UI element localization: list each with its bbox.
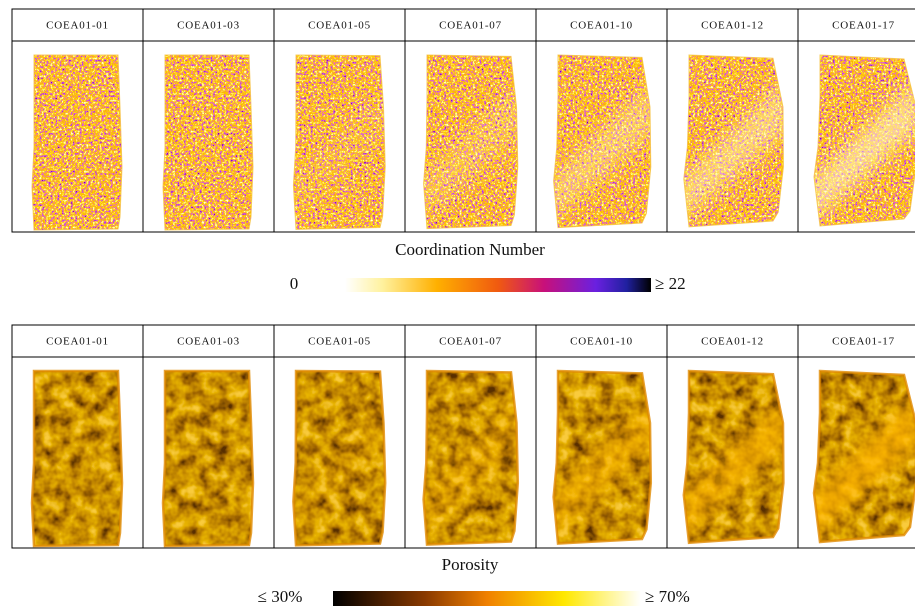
shear-band bbox=[293, 395, 386, 540]
panel-label: COEA01-01 bbox=[46, 336, 109, 348]
header-cell bbox=[404, 8, 537, 42]
colorbar bbox=[345, 278, 651, 292]
specimen-edge bbox=[682, 369, 785, 545]
panel-label: COEA01-07 bbox=[439, 20, 502, 32]
specimen-edge bbox=[292, 369, 387, 547]
specimen-edge bbox=[813, 54, 915, 227]
panel-label: COEA01-12 bbox=[701, 336, 764, 348]
colorbar-max-label: ≥ 70% bbox=[645, 587, 690, 606]
texture bbox=[32, 371, 122, 546]
panel-label: COEA01-01 bbox=[46, 20, 109, 32]
specimen-edge bbox=[683, 54, 784, 228]
colorbar bbox=[333, 591, 641, 606]
texture bbox=[163, 55, 253, 230]
specimen-image bbox=[163, 55, 253, 230]
panel-label: COEA01-10 bbox=[570, 20, 633, 32]
specimen-image bbox=[32, 371, 122, 546]
specimen-image bbox=[163, 371, 253, 546]
specimen-image bbox=[553, 55, 651, 228]
panel-label: COEA01-05 bbox=[308, 336, 371, 348]
specimen-image bbox=[32, 55, 122, 230]
specimen-image bbox=[683, 55, 784, 227]
header-cell bbox=[797, 324, 915, 358]
specimen-edge bbox=[31, 54, 123, 231]
specimen-edge bbox=[422, 369, 520, 546]
specimen-image bbox=[814, 371, 915, 542]
shear-band bbox=[423, 395, 518, 540]
specimen-edge bbox=[162, 54, 254, 231]
texture bbox=[32, 55, 122, 230]
panel-label: COEA01-07 bbox=[439, 336, 502, 348]
header-cell bbox=[404, 324, 537, 358]
colorbar-min-label: ≤ 30% bbox=[258, 587, 303, 606]
specimen-image bbox=[683, 371, 784, 543]
header-cell bbox=[142, 324, 275, 358]
header-cell bbox=[666, 8, 799, 42]
header-cell bbox=[11, 8, 144, 42]
panel-label: COEA01-12 bbox=[701, 20, 764, 32]
specimen-image bbox=[553, 371, 651, 544]
specimen-edge bbox=[552, 369, 653, 545]
specimen-image bbox=[423, 55, 518, 229]
shear-band bbox=[814, 79, 915, 224]
specimen-edge bbox=[553, 54, 652, 229]
texture bbox=[163, 371, 253, 546]
shear-band bbox=[814, 395, 915, 540]
header-cell bbox=[142, 8, 275, 42]
shear-band bbox=[423, 79, 518, 224]
header-cell bbox=[797, 8, 915, 42]
specimen-image bbox=[423, 371, 518, 545]
porosity-title: Porosity bbox=[442, 555, 499, 574]
specimen-edge bbox=[292, 54, 386, 230]
header-cell bbox=[535, 324, 668, 358]
shear-band bbox=[553, 79, 651, 224]
header-cell bbox=[11, 324, 144, 358]
specimen-edge bbox=[30, 369, 124, 548]
colorbar-max-label: ≥ 22 bbox=[655, 274, 686, 293]
coordination-title: Coordination Number bbox=[395, 240, 545, 259]
specimen-image bbox=[293, 371, 386, 546]
shear-band bbox=[683, 79, 784, 224]
shear-band bbox=[553, 395, 651, 540]
colorbar-min-label: 0 bbox=[290, 274, 299, 293]
panel-label: COEA01-17 bbox=[832, 20, 895, 32]
panel-label: COEA01-10 bbox=[570, 336, 633, 348]
panel-label: COEA01-03 bbox=[177, 20, 240, 32]
specimen-edge bbox=[812, 369, 915, 544]
specimen-image bbox=[293, 55, 386, 230]
specimen-edge bbox=[161, 369, 255, 548]
specimen-image bbox=[814, 55, 915, 226]
panel-label: COEA01-05 bbox=[308, 20, 371, 32]
shear-band bbox=[293, 79, 386, 224]
shear-band bbox=[683, 395, 784, 540]
specimen-edge bbox=[423, 54, 519, 230]
header-cell bbox=[666, 324, 799, 358]
panel-label: COEA01-17 bbox=[832, 336, 895, 348]
panel-label: COEA01-03 bbox=[177, 336, 240, 348]
